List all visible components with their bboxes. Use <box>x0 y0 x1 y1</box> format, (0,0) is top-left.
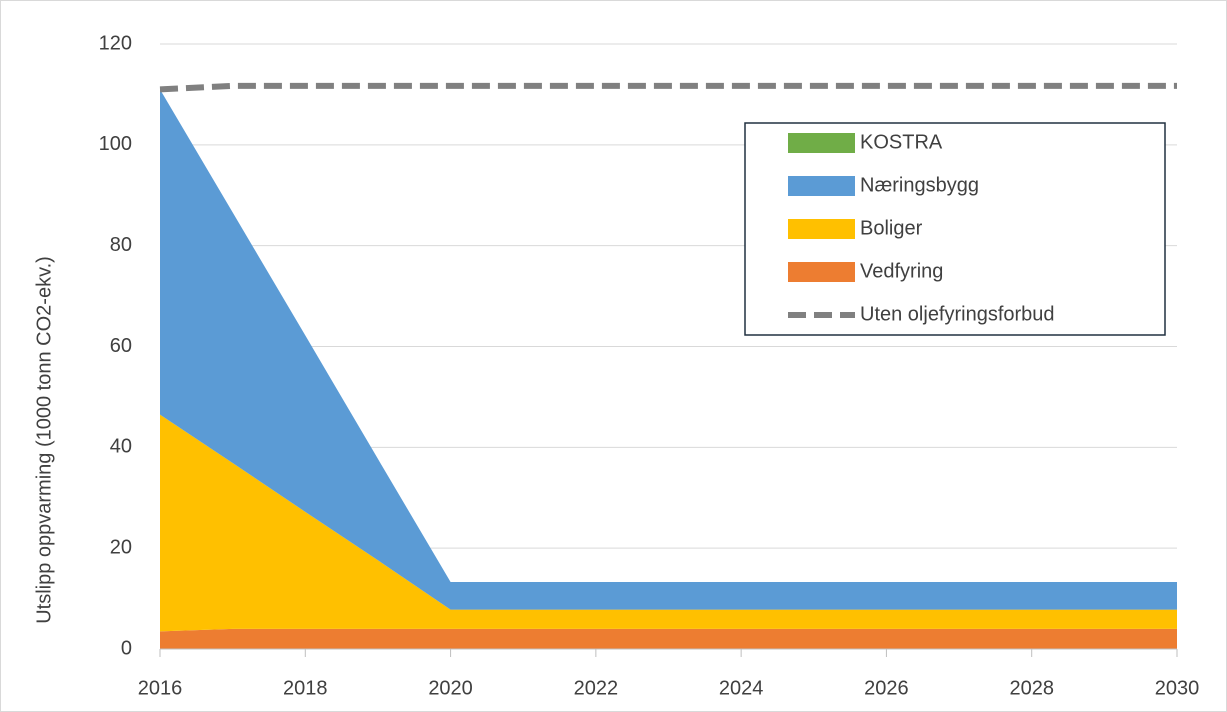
x-tick-label: 2016 <box>138 677 183 699</box>
y-tick-label: 100 <box>99 133 132 155</box>
x-tick-label: 2020 <box>428 677 473 699</box>
legend-label: Næringsbygg <box>860 174 979 196</box>
x-tick-label: 2024 <box>719 677 764 699</box>
legend-swatch <box>788 219 855 239</box>
legend: KOSTRA Næringsbygg Boliger Vedfyring Uten ol… <box>744 122 1166 336</box>
y-tick-label: 20 <box>110 536 132 558</box>
area <box>160 628 1177 649</box>
y-tick-label: 80 <box>110 234 132 256</box>
legend-swatch <box>788 176 855 196</box>
areas <box>159 82 1177 649</box>
axes: 0 20 40 60 80 100 120 2016 2018 2020 2022 2024 2026 2… <box>99 32 1200 699</box>
y-tick-label: 0 <box>121 637 132 659</box>
x-tick-label: 2018 <box>283 677 328 699</box>
line <box>159 82 1177 93</box>
y-axis-label: Utslipp oppvarming (1000 tonn CO2-ekv.) <box>33 256 55 624</box>
legend-label: Vedfyring <box>860 260 943 282</box>
legend-swatch <box>788 133 855 153</box>
x-tick-label: 2028 <box>1009 677 1054 699</box>
x-tick-label: 2030 <box>1155 677 1200 699</box>
y-tick-label: 40 <box>110 436 132 458</box>
legend-swatch <box>788 262 855 282</box>
area <box>160 414 1177 632</box>
x-tick-label: 2022 <box>574 677 619 699</box>
y-tick-label: 120 <box>99 32 132 54</box>
x-tick-label: 2026 <box>864 677 909 699</box>
legend-label: Boliger <box>860 217 923 239</box>
legend-label: Uten oljefyringsforbud <box>860 303 1055 325</box>
legend-label: KOSTRA <box>860 131 943 153</box>
y-tick-label: 60 <box>110 335 132 357</box>
